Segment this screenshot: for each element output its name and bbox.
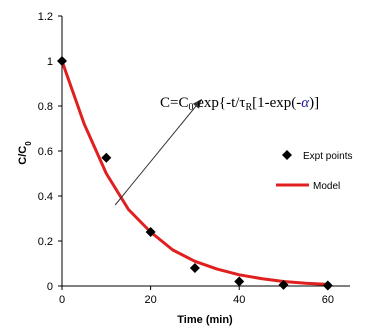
x-tick-labels: 0 20 40 60 [59, 294, 334, 306]
equation-text: C=C0 exp{-t/τR[1-exp(-α)] [160, 95, 319, 113]
equation-part: R [245, 102, 252, 113]
y-tick-label: 0.6 [38, 146, 53, 158]
y-tick-label: 0.4 [38, 191, 53, 203]
y-tick-label: 0.8 [38, 101, 53, 113]
y-axis-title: C/C0 [17, 141, 33, 165]
expt-point [322, 280, 333, 291]
y-tick-labels: 0 0.2 0.4 0.6 0.8 1 1.2 [38, 11, 53, 293]
annotation-arrow-head [192, 99, 202, 109]
equation-part: [1-exp(- [252, 95, 301, 111]
expt-point [101, 152, 112, 163]
y-axis-title-subscript: 0 [24, 141, 33, 146]
y-tick-label: 1 [47, 56, 53, 68]
x-tick-label: 40 [233, 294, 245, 306]
legend-label-model: Model [313, 181, 340, 192]
y-tick-label: 1.2 [38, 11, 53, 23]
equation-part: α [301, 95, 310, 111]
equation-part: 0 [188, 102, 193, 113]
x-tick-label: 60 [322, 294, 334, 306]
chart-legend: Expt points Model [276, 150, 352, 192]
y-tick-label: 0.2 [38, 236, 53, 248]
expt-point [234, 276, 245, 287]
equation-part: )] [309, 95, 319, 111]
equation-part: exp{-t/τ [193, 95, 245, 111]
x-tick-label: 20 [144, 294, 156, 306]
expt-point [189, 263, 200, 273]
expt-point [57, 56, 67, 66]
x-axis-title: Time (min) [177, 314, 233, 326]
equation-annotation: C=C0 exp{-t/τR[1-exp(-α)] [114, 95, 319, 206]
expt-points-series [57, 56, 333, 291]
legend-marker-expt-points [282, 150, 292, 160]
x-tick-label: 0 [59, 294, 65, 306]
y-axis-title-main: C/C [17, 146, 29, 165]
expt-point [278, 279, 289, 290]
legend-label-expt-points: Expt points [303, 151, 352, 162]
y-tick-label: 0 [47, 281, 53, 293]
expt-point [145, 227, 156, 237]
annotation-arrow-line [114, 98, 202, 206]
equation-part: C=C [160, 95, 188, 111]
